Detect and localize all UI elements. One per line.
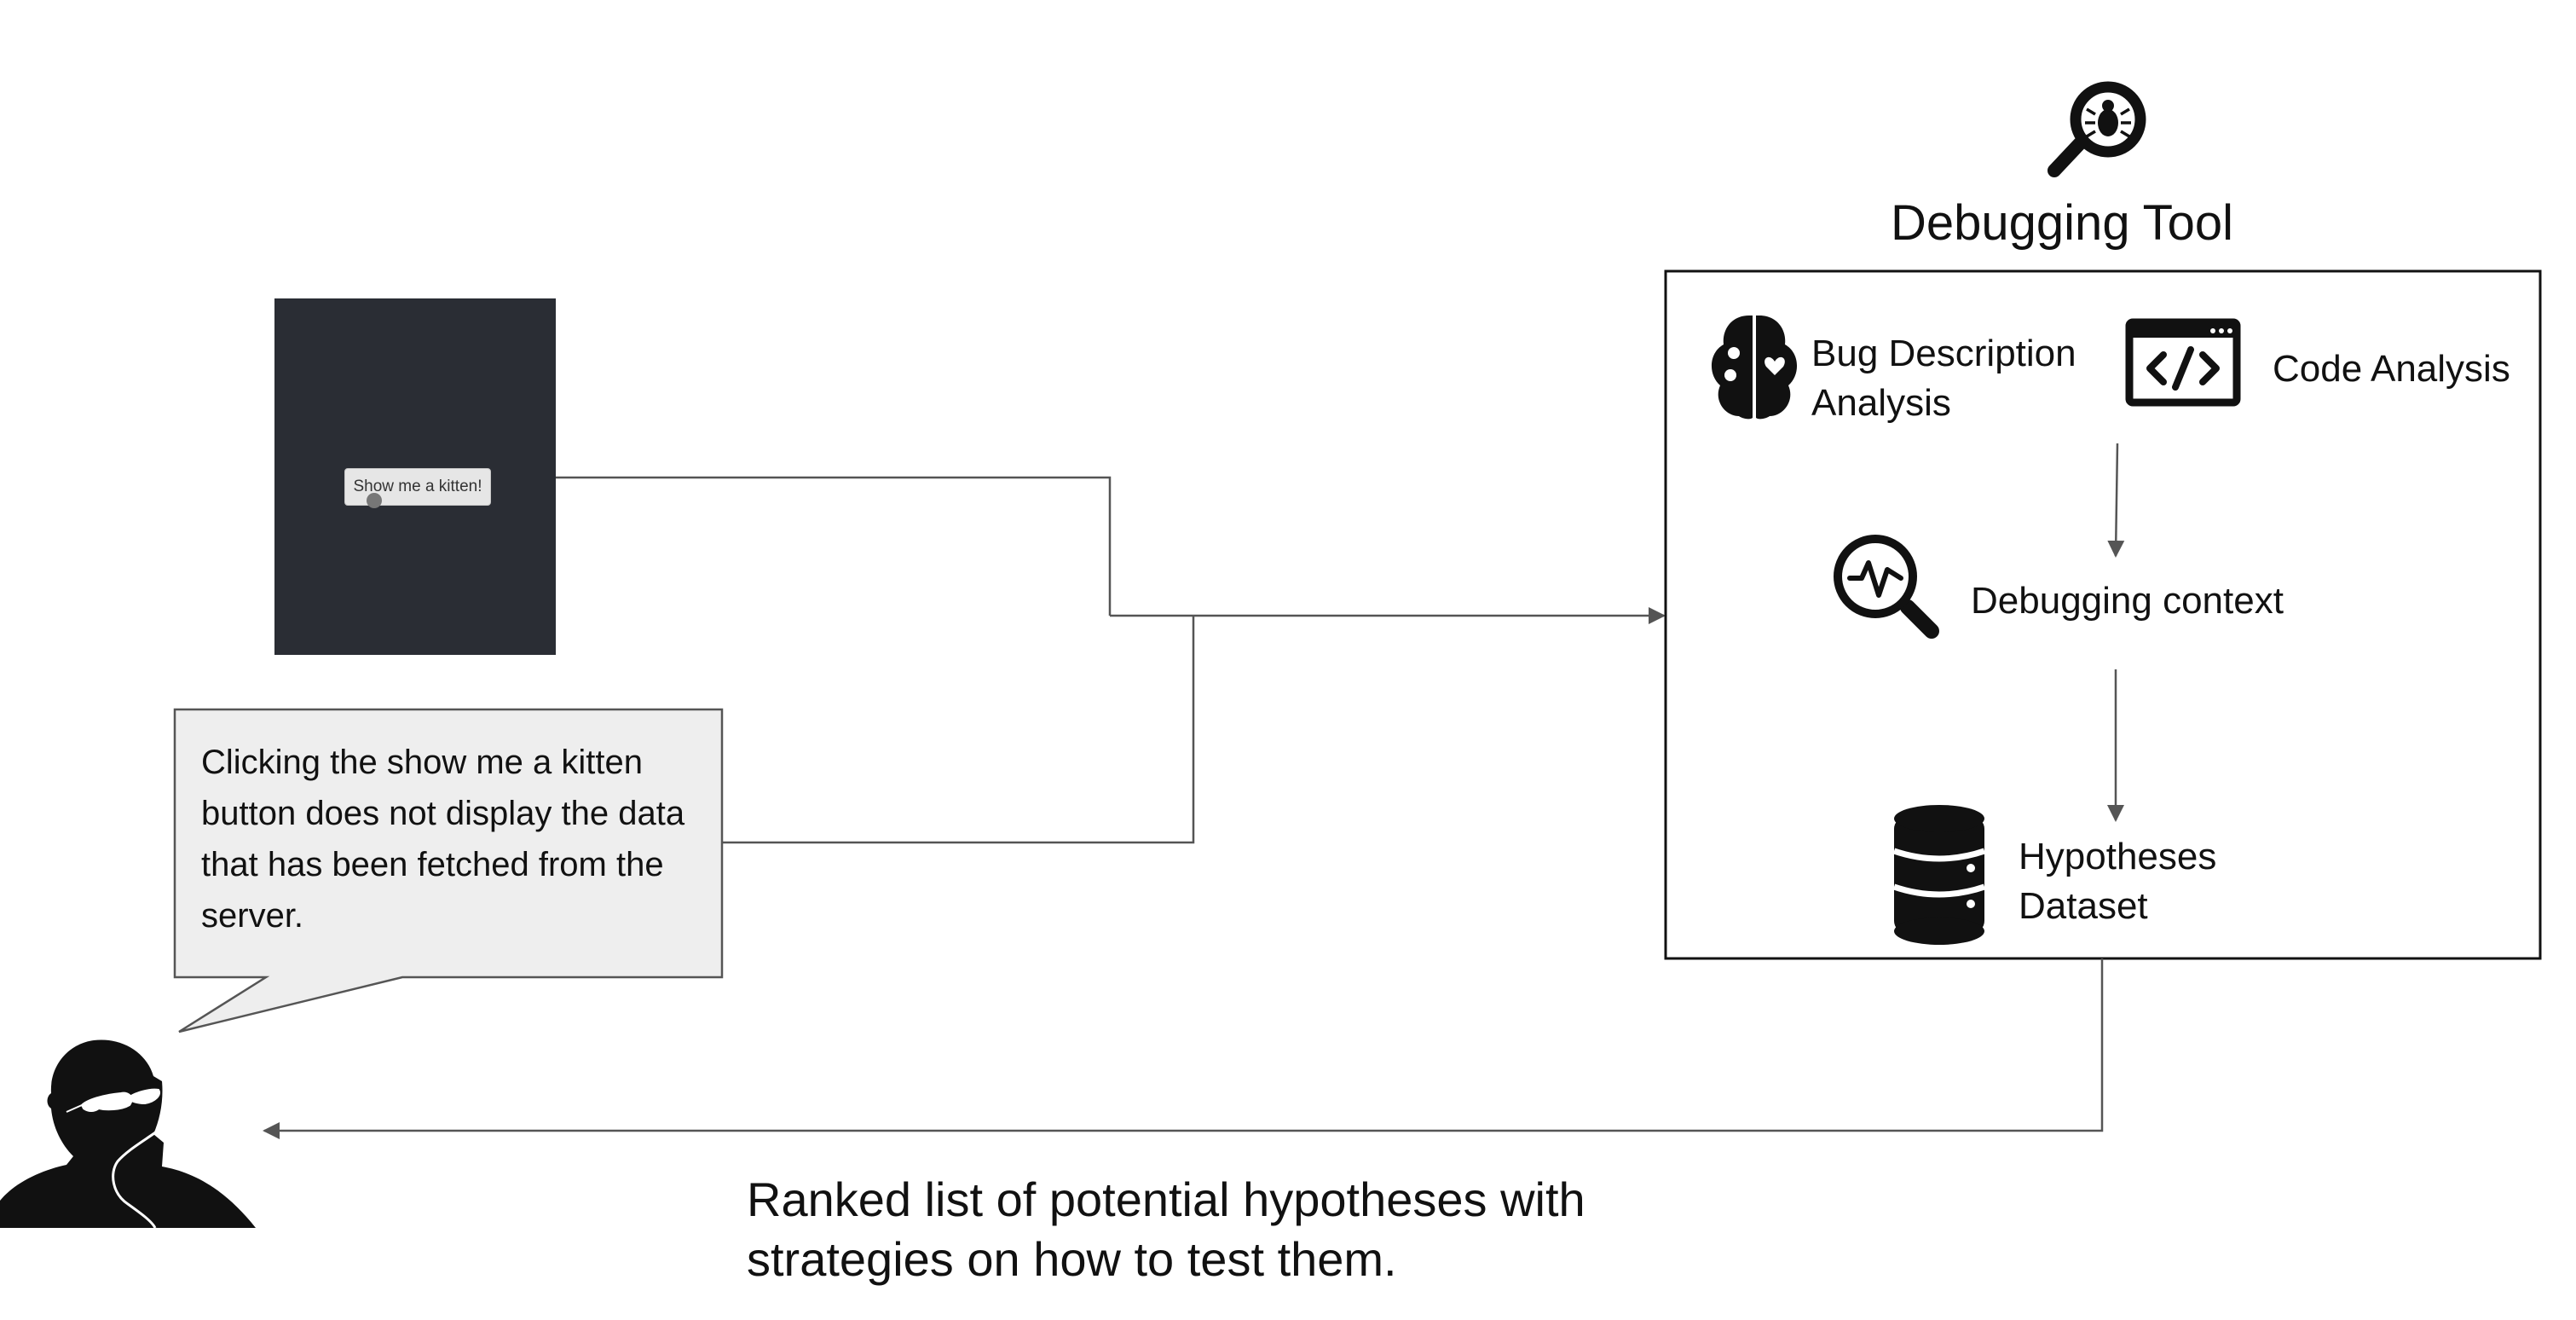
connector-app-to-tool xyxy=(556,476,1112,616)
debugging-tool-title: Debugging Tool xyxy=(1891,195,2234,251)
code-window-icon xyxy=(2125,318,2241,407)
hypotheses-line2: Dataset xyxy=(2019,885,2148,927)
bug-report-bubble xyxy=(173,708,724,1033)
pulse-magnifier-icon xyxy=(1834,535,1939,639)
result-caption: Ranked list of potential hypotheses with… xyxy=(747,1170,1585,1289)
brain-icon xyxy=(1711,316,1798,420)
bug-magnifier-icon xyxy=(2048,81,2146,177)
hypotheses-dataset-label: Hypotheses Dataset xyxy=(2019,832,2216,931)
result-line1: Ranked list of potential hypotheses with xyxy=(747,1172,1585,1226)
cursor-indicator xyxy=(367,493,382,508)
arrow-output-to-user xyxy=(263,958,2104,1139)
bug-description-line2: Analysis xyxy=(1811,382,1951,424)
result-line2: strategies on how to test them. xyxy=(747,1232,1397,1286)
debugging-context-label: Debugging context xyxy=(1971,580,2284,622)
bug-description-analysis-label: Bug Description Analysis xyxy=(1811,329,2076,428)
database-icon xyxy=(1892,805,1986,945)
bug-description-line1: Bug Description xyxy=(1811,333,2076,374)
thinking-person-icon xyxy=(0,1039,256,1229)
show-kitten-button[interactable]: Show me a kitten! xyxy=(344,468,491,506)
bug-report-text: Clicking the show me a kitten button doe… xyxy=(201,744,685,935)
arrow-code-to-context xyxy=(2107,443,2125,558)
connector-report-to-tool xyxy=(722,616,1195,844)
debugging-tool-box xyxy=(1664,269,2542,960)
code-analysis-label: Code Analysis xyxy=(2273,348,2510,390)
hypotheses-line1: Hypotheses xyxy=(2019,836,2217,877)
